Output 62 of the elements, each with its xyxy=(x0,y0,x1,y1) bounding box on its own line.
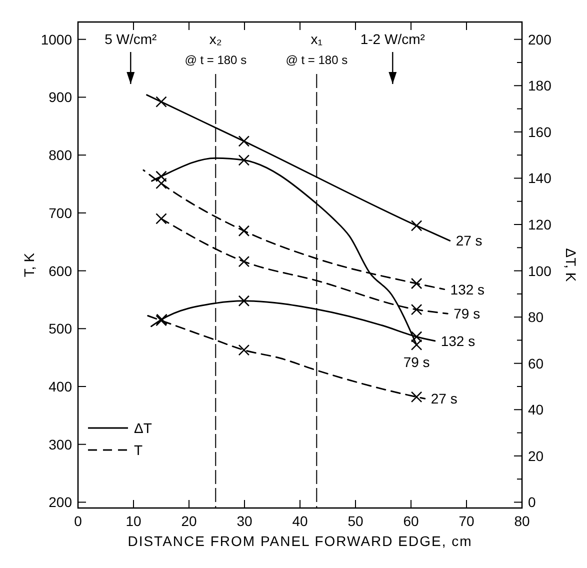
point xyxy=(156,178,167,190)
point xyxy=(238,295,250,307)
x-tick-label: 70 xyxy=(458,513,474,529)
point xyxy=(410,339,422,350)
x-tick-label: 50 xyxy=(348,513,364,529)
point xyxy=(156,96,167,108)
series-label: 132 s xyxy=(450,281,485,298)
point xyxy=(410,391,422,403)
y2-tick-label: 0 xyxy=(528,494,536,510)
ref-line-label: x₂ xyxy=(209,31,222,47)
y2-tick-label: 60 xyxy=(528,355,544,372)
y2-tick-label: 120 xyxy=(528,216,552,232)
series-label: 27 s xyxy=(456,232,482,249)
x-tick-label: 80 xyxy=(514,513,530,529)
y2-tick-label: 160 xyxy=(528,124,552,140)
y-tick-label: 700 xyxy=(48,204,72,221)
annotation: @ t = 180 s xyxy=(184,53,247,67)
annotation: T xyxy=(134,442,143,458)
y2-tick-label: 180 xyxy=(528,78,552,94)
x-tick-label: 10 xyxy=(126,513,142,529)
annotation: 1-2 W/cm² xyxy=(360,31,426,47)
series-label: 132 s xyxy=(440,332,476,349)
ref-line-label: x₁ xyxy=(310,31,323,47)
y2-tick-label: 80 xyxy=(528,309,544,326)
x-tick-label: 40 xyxy=(292,513,308,529)
y2-tick-label: 140 xyxy=(528,170,552,186)
y-tick-label: 400 xyxy=(48,378,72,394)
y-tick-label: 800 xyxy=(48,147,72,164)
point xyxy=(410,331,422,342)
y-tick-label: 600 xyxy=(48,262,72,279)
series-label: 79 s xyxy=(403,354,430,370)
series-label: 79 s xyxy=(454,306,480,322)
x-tick-label: 20 xyxy=(181,513,197,529)
y2-axis-title: ΔT, K xyxy=(563,248,579,282)
series-label: 27 s xyxy=(430,390,458,407)
x-tick-label: 30 xyxy=(236,513,252,529)
y-tick-label: 300 xyxy=(48,436,72,452)
y2-tick-label: 100 xyxy=(528,262,552,279)
point xyxy=(238,154,250,166)
point xyxy=(410,304,422,316)
x-tick-label: 0 xyxy=(74,513,82,529)
y-tick-label: 200 xyxy=(48,494,72,510)
y-tick-label: 900 xyxy=(48,89,72,106)
point xyxy=(238,256,250,268)
x-tick-label: 60 xyxy=(403,513,419,529)
point xyxy=(238,344,250,356)
y-tick-label: 500 xyxy=(48,320,72,337)
point xyxy=(238,225,250,237)
y2-tick-label: 20 xyxy=(528,448,544,464)
point xyxy=(238,136,250,147)
point xyxy=(410,278,422,290)
point xyxy=(156,213,167,224)
annotation: @ t = 180 s xyxy=(286,53,348,67)
y-axis-title: T, K xyxy=(21,252,37,278)
annotation: ΔT xyxy=(134,420,152,436)
y-tick-label: 1000 xyxy=(40,31,72,48)
y2-tick-label: 200 xyxy=(528,31,552,48)
y2-tick-label: 40 xyxy=(528,402,544,418)
point xyxy=(156,170,167,182)
x-axis-title: DISTANCE FROM PANEL FORWARD EDGE, cm xyxy=(128,533,472,549)
point xyxy=(410,220,422,232)
annotation: 5 W/cm² xyxy=(104,31,158,47)
